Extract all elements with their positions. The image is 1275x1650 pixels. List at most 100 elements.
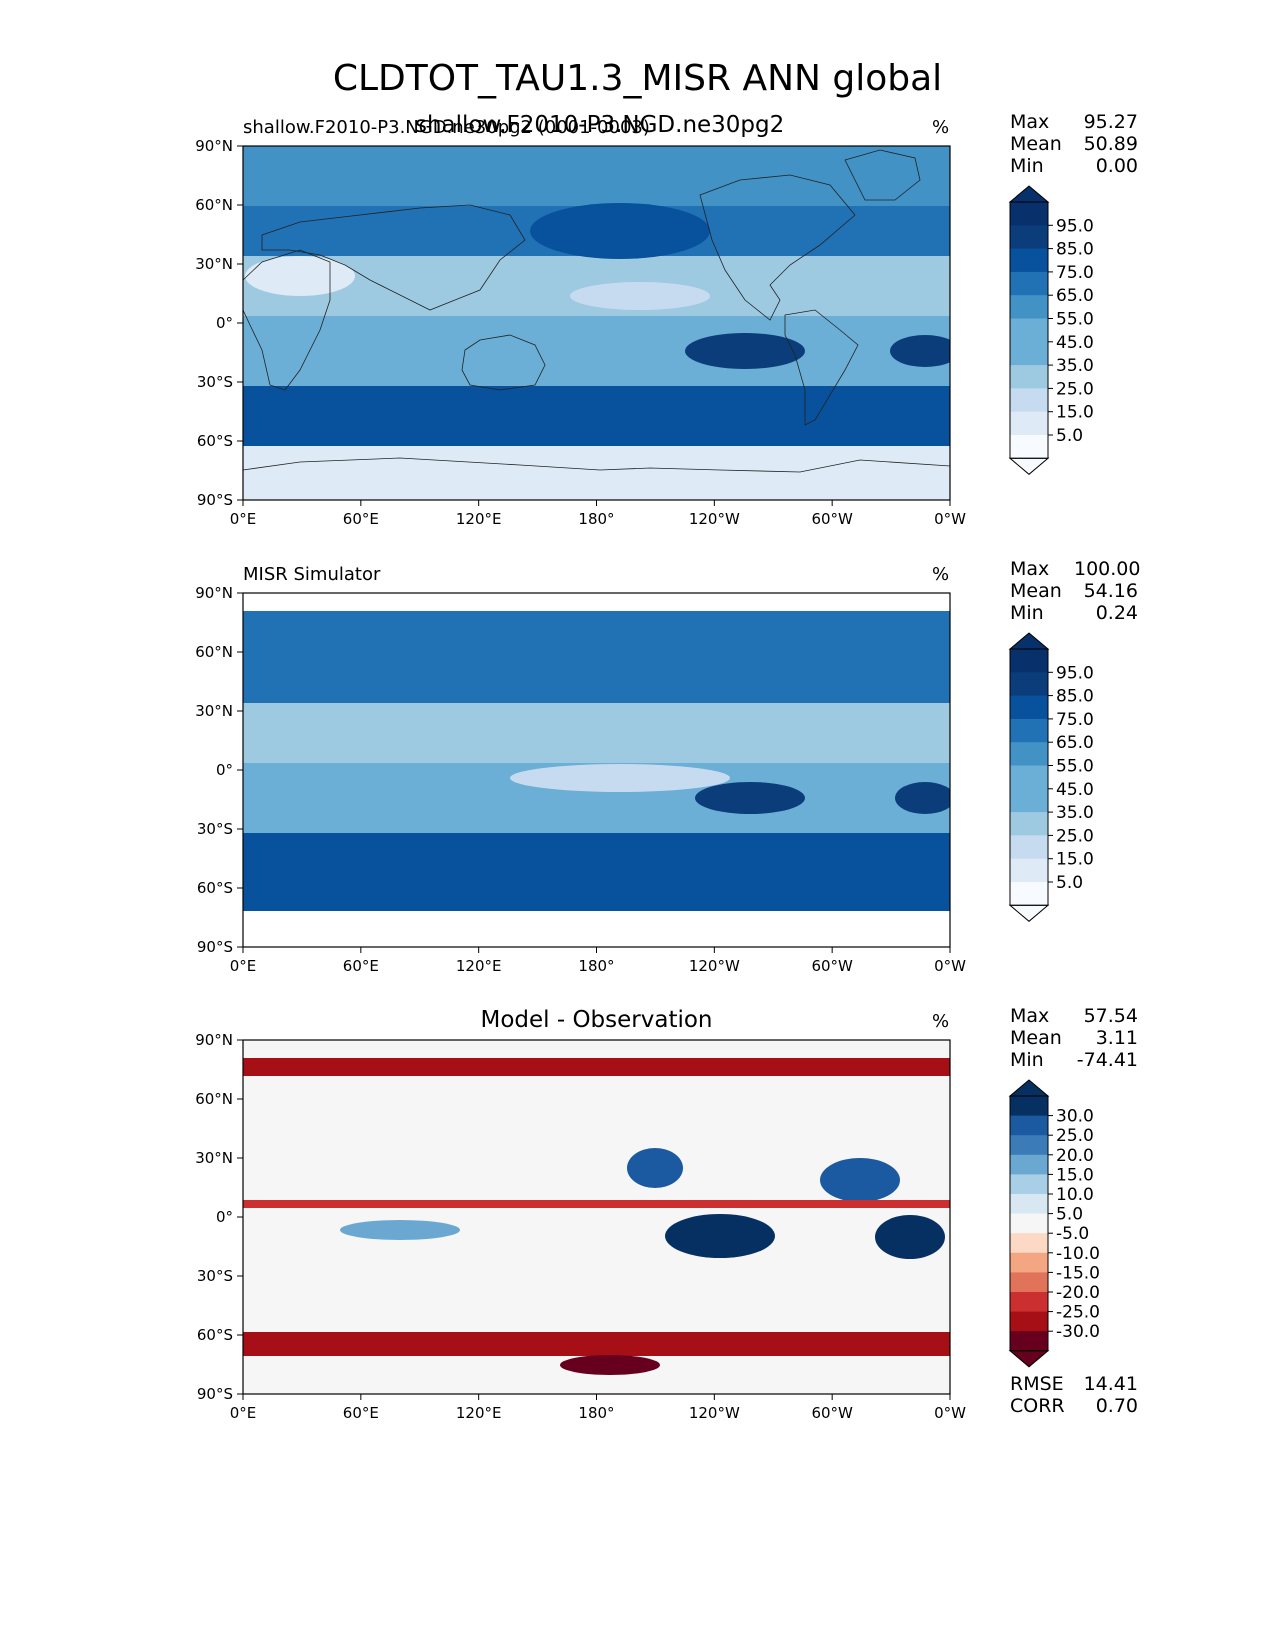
colorbar-tick-label: 5.0 [1056, 426, 1083, 446]
rmse-label: RMSE [1010, 1373, 1064, 1395]
panel-3-metrics: RMSE 14.41 CORR 0.70 [1010, 1373, 1138, 1417]
colorbar-band [1010, 835, 1048, 860]
y-tick-label: 90°N [195, 584, 233, 602]
lat-band-tropics [243, 316, 950, 386]
x-tick-label: 0°E [230, 1404, 257, 1422]
colorbar-extend-max [1008, 185, 1050, 203]
colorbar-tick-label: 15.0 [1056, 403, 1094, 423]
y-tick-label: 90°S [197, 1385, 233, 1403]
x-tick-label: 60°E [343, 957, 379, 975]
y-tick-label: 60°N [195, 196, 233, 214]
colorbar-band [1010, 388, 1048, 413]
stat-max-value: 100.00 [1074, 558, 1141, 580]
southern-ocean-negative [243, 1332, 950, 1356]
colorbar-tick-label: 75.0 [1056, 710, 1094, 730]
colorbar-tick-label: 15.0 [1056, 850, 1094, 870]
colorbar-tick-label: -5.0 [1056, 1224, 1089, 1244]
stat-max-label: Max [1010, 1005, 1050, 1027]
north-pacific-positive [627, 1148, 683, 1188]
y-tick-label: 60°S [197, 432, 233, 450]
y-tick-label: 90°S [197, 491, 233, 509]
colorbar-band [1010, 742, 1048, 766]
colorbar-tick-label: 75.0 [1056, 263, 1094, 283]
x-tick-label: 60°W [811, 1404, 853, 1422]
y-tick-label: 30°S [197, 1267, 233, 1285]
colorbar-band [1010, 718, 1048, 743]
y-tick-label: 60°N [195, 1090, 233, 1108]
colorbar-extend-min [1008, 1350, 1050, 1368]
figure-title: CLDTOT_TAU1.3_MISR ANN global [332, 58, 943, 99]
colorbar-extend-max [1008, 1079, 1050, 1097]
y-tick-label: 60°S [197, 879, 233, 897]
y-tick-label: 0° [216, 1208, 233, 1226]
colorbar-tick-label: 25.0 [1056, 826, 1094, 846]
colorbar-tick-label: 95.0 [1056, 216, 1094, 236]
colorbar-tick-label: 65.0 [1056, 286, 1094, 306]
no-data-arctic [243, 593, 950, 611]
colorbar-frame [1009, 201, 1049, 459]
y-tick-label: 0° [216, 761, 233, 779]
itcz-negative [243, 1200, 950, 1208]
stat-min-label: Min [1010, 1049, 1044, 1071]
lat-band-north-subtropics [243, 703, 950, 763]
colorbar-tick-label: 95.0 [1056, 663, 1094, 683]
x-tick-label: 0°W [934, 957, 966, 975]
lat-band-southern-ocean [243, 386, 950, 446]
colorbar-band [1010, 1154, 1048, 1175]
no-data-antarctic [243, 911, 950, 947]
colorbar-tick-label: 5.0 [1056, 873, 1083, 893]
colorbar-band [1010, 365, 1048, 389]
colorbar-tick-label: 45.0 [1056, 780, 1094, 800]
x-tick-label: 180° [578, 957, 614, 975]
se-pacific-positive [665, 1214, 775, 1258]
colorbar-band [1010, 1213, 1048, 1234]
colorbar-tick-label: 55.0 [1056, 757, 1094, 777]
y-tick-label: 60°N [195, 643, 233, 661]
colorbars: 95.0 85.0 75.0 65.0 55.0 45.0 35.0 25.0 15.0 5.0 9… [1008, 185, 1100, 1368]
colorbar-band [1010, 765, 1048, 790]
indian-ocean-positive [340, 1220, 460, 1240]
corr-label: CORR [1010, 1395, 1065, 1417]
x-tick-label: 60°W [811, 957, 853, 975]
colorbar-tick-label: 85.0 [1056, 687, 1094, 707]
colorbar-band [1010, 1096, 1048, 1117]
x-tick-label: 120°E [456, 1404, 502, 1422]
subtropical-pacific [570, 282, 710, 310]
colorbar-band [1010, 411, 1048, 436]
y-tick-label: 30°S [197, 820, 233, 838]
stat-max-value: 95.27 [1083, 111, 1138, 133]
x-tick-label: 120°W [689, 510, 740, 528]
stat-min-value: 0.00 [1095, 155, 1138, 177]
colorbar-tick-label: 25.0 [1056, 1126, 1094, 1146]
colorbar-band [1010, 435, 1048, 459]
x-tick-label: 60°W [811, 510, 853, 528]
colorbar-band [1010, 248, 1048, 273]
y-tick-label: 30°S [197, 373, 233, 391]
stat-mean-label: Mean [1010, 133, 1062, 155]
lat-band-arctic [243, 146, 950, 206]
colorbar-tick-label: 5.0 [1056, 1205, 1083, 1225]
panel-2-title: MISR Simulator [243, 564, 381, 585]
stat-max-label: Max [1010, 111, 1050, 133]
stat-min-value: -74.41 [1076, 1049, 1138, 1071]
colorbar-tick-label: -15.0 [1056, 1263, 1100, 1283]
panel-1-units: % [932, 117, 950, 138]
colorbar-band [1010, 1311, 1048, 1332]
axes-ticks: 0°E 60°E 120°E 180° 120°W 60°W 0°W 90°N 60°N 30°N… [195, 137, 966, 1422]
y-tick-label: 60°S [197, 1326, 233, 1344]
panel-3-map [243, 1040, 950, 1394]
y-tick-label: 30°N [195, 255, 233, 273]
colorbar-tick-label: 65.0 [1056, 733, 1094, 753]
x-tick-label: 0°E [230, 957, 257, 975]
lat-band-north-midlat [243, 611, 950, 703]
panel-3-units: % [932, 1011, 950, 1032]
x-tick-label: 120°E [456, 510, 502, 528]
stat-mean-label: Mean [1010, 580, 1062, 602]
panel-3-stats: Max 57.54 Mean 3.11 Min -74.41 [1010, 1005, 1138, 1071]
stat-mean-value: 50.89 [1083, 133, 1138, 155]
colorbar-tick-label: -25.0 [1056, 1303, 1100, 1323]
colorbar-tick-label: 25.0 [1056, 379, 1094, 399]
colorbar-band [1010, 1252, 1048, 1273]
ross-sea-negative [560, 1355, 660, 1375]
